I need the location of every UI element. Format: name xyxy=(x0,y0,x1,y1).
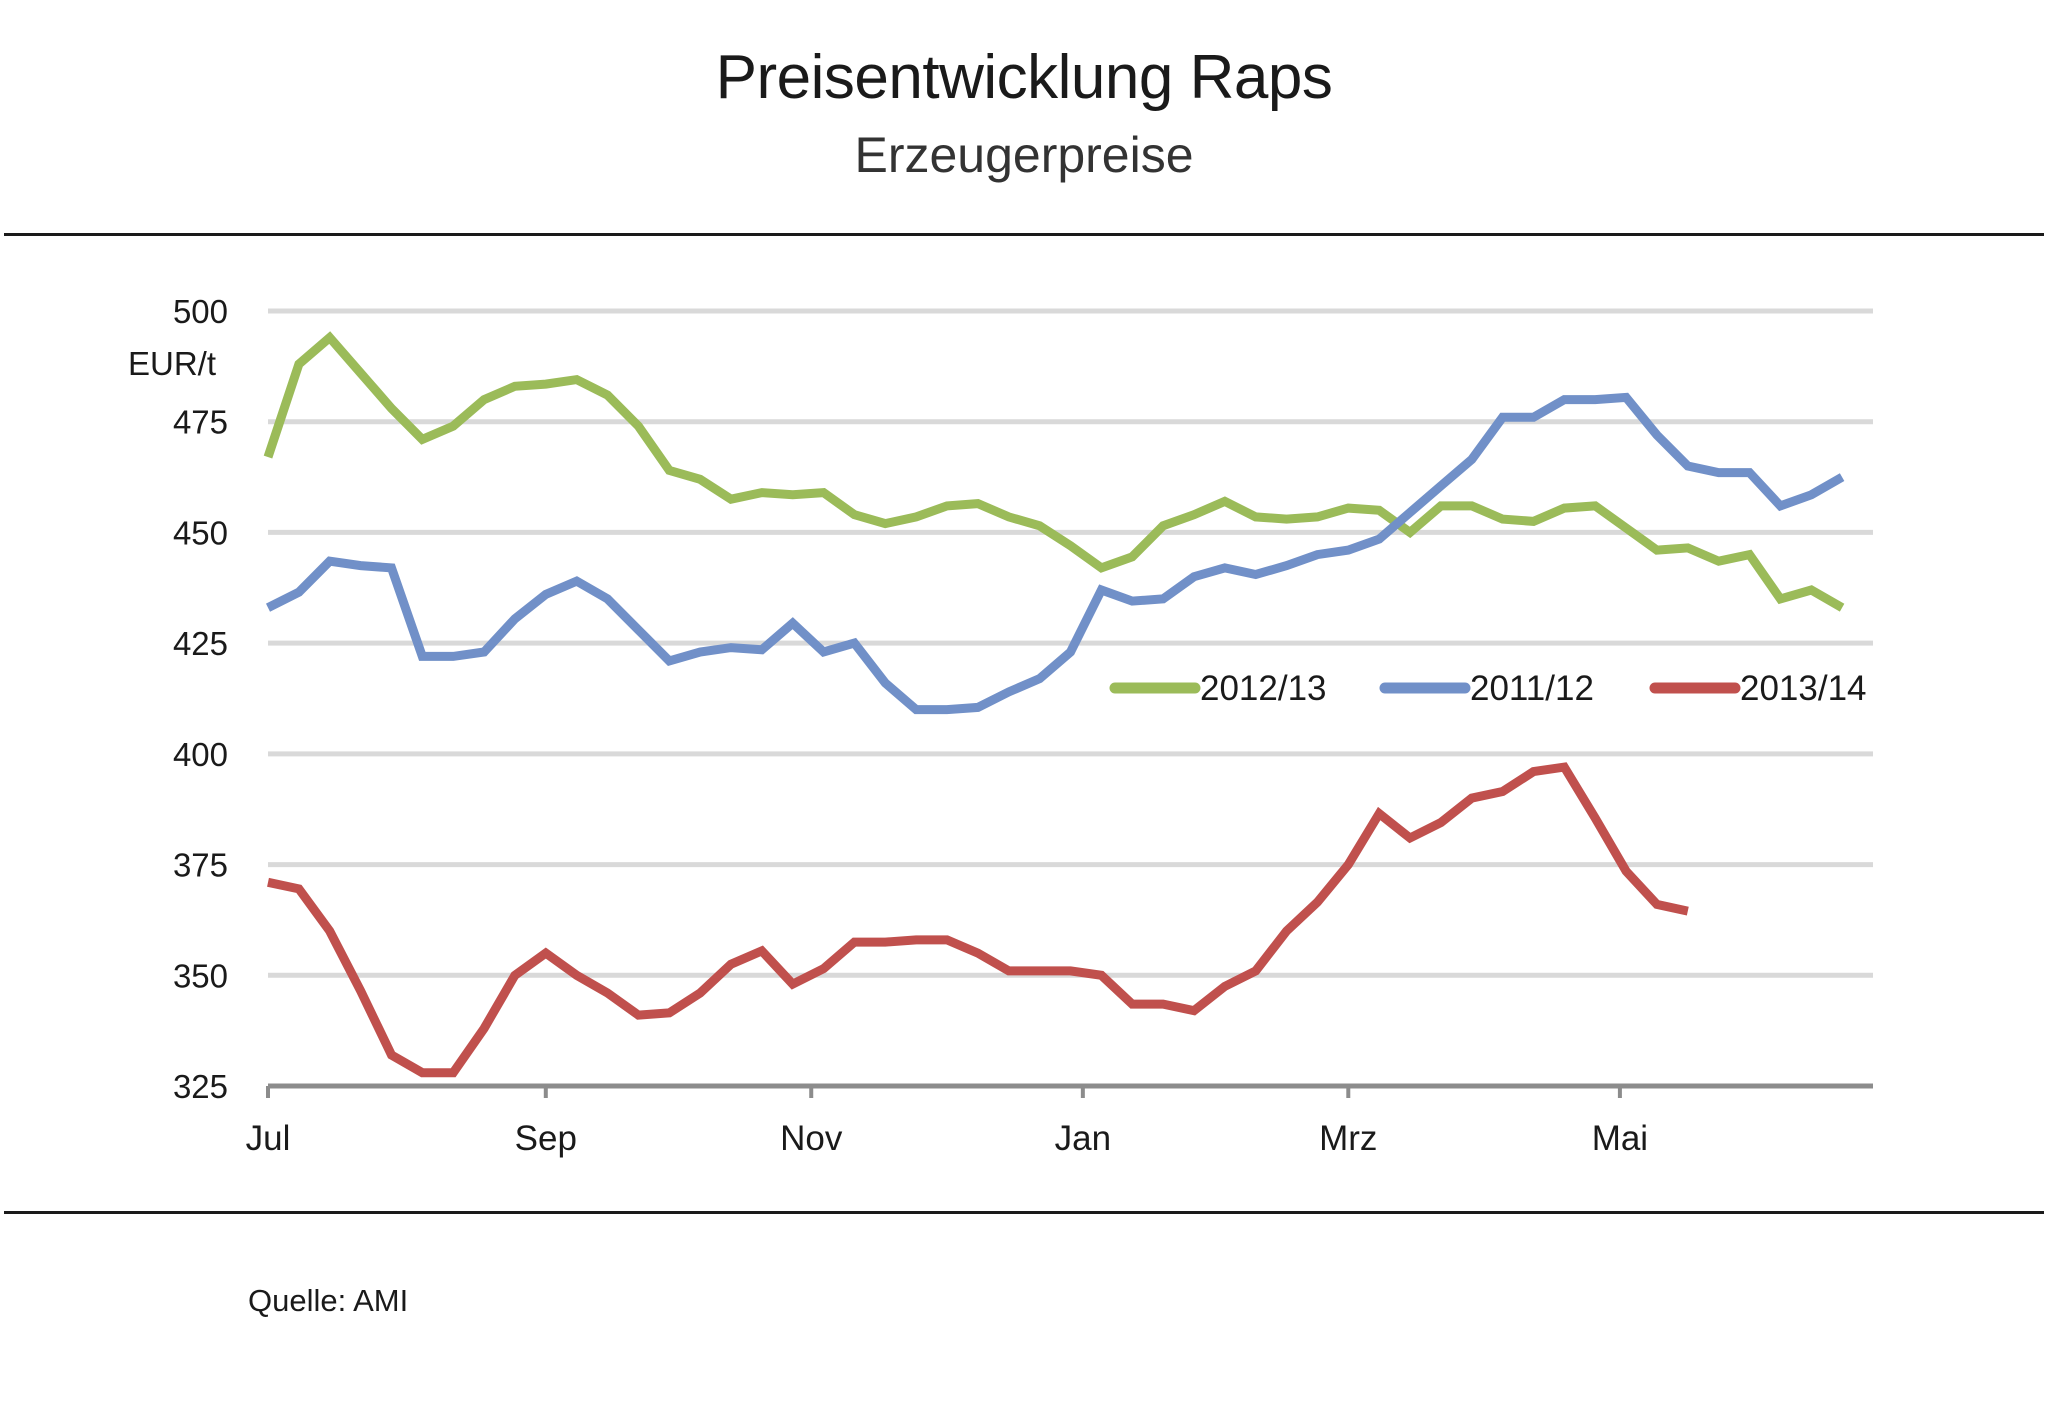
y-tick-label: 425 xyxy=(173,625,228,662)
y-tick-label: 450 xyxy=(173,514,228,551)
y-tick-label: 325 xyxy=(173,1068,228,1105)
y-axis-label: EUR/t xyxy=(128,345,216,382)
x-tick-label: Sep xyxy=(515,1119,577,1158)
legend-label: 2013/14 xyxy=(1740,669,1867,708)
legend: 2012/13 2011/12 2013/14 xyxy=(1109,669,1867,708)
x-tick-label: Jul xyxy=(246,1119,291,1158)
x-tick-label: Jan xyxy=(1055,1119,1111,1158)
legend-label: 2011/12 xyxy=(1470,669,1594,708)
x-tick-label: Nov xyxy=(780,1119,843,1158)
y-tick-label: 475 xyxy=(173,404,228,441)
legend-label: 2012/13 xyxy=(1200,669,1327,708)
y-tick-label: 375 xyxy=(173,847,228,884)
y-tick-label: 400 xyxy=(173,736,228,773)
chart-subtitle: Erzeugerpreise xyxy=(854,127,1194,183)
y-tick-label: 350 xyxy=(173,957,228,994)
series-line-2011-12 xyxy=(265,392,1845,715)
source-note: Quelle: AMI xyxy=(248,1283,409,1318)
series-line-2012-13 xyxy=(263,331,1845,612)
chart-title: Preisentwicklung Raps xyxy=(715,43,1333,112)
bottom-divider xyxy=(4,1211,2044,1214)
y-tick-label: 500 xyxy=(173,293,228,330)
x-axis: Jul Sep Nov Jan Mrz Mai xyxy=(246,1083,1873,1158)
x-tick-label: Mai xyxy=(1592,1119,1648,1158)
series-line-2013-14 xyxy=(267,762,1689,1078)
x-tick-label: Mrz xyxy=(1319,1119,1377,1158)
y-axis: 325 350 375 400 425 450 475 500 xyxy=(173,293,228,1105)
series-lines xyxy=(263,331,1845,1078)
top-divider xyxy=(4,233,2044,236)
